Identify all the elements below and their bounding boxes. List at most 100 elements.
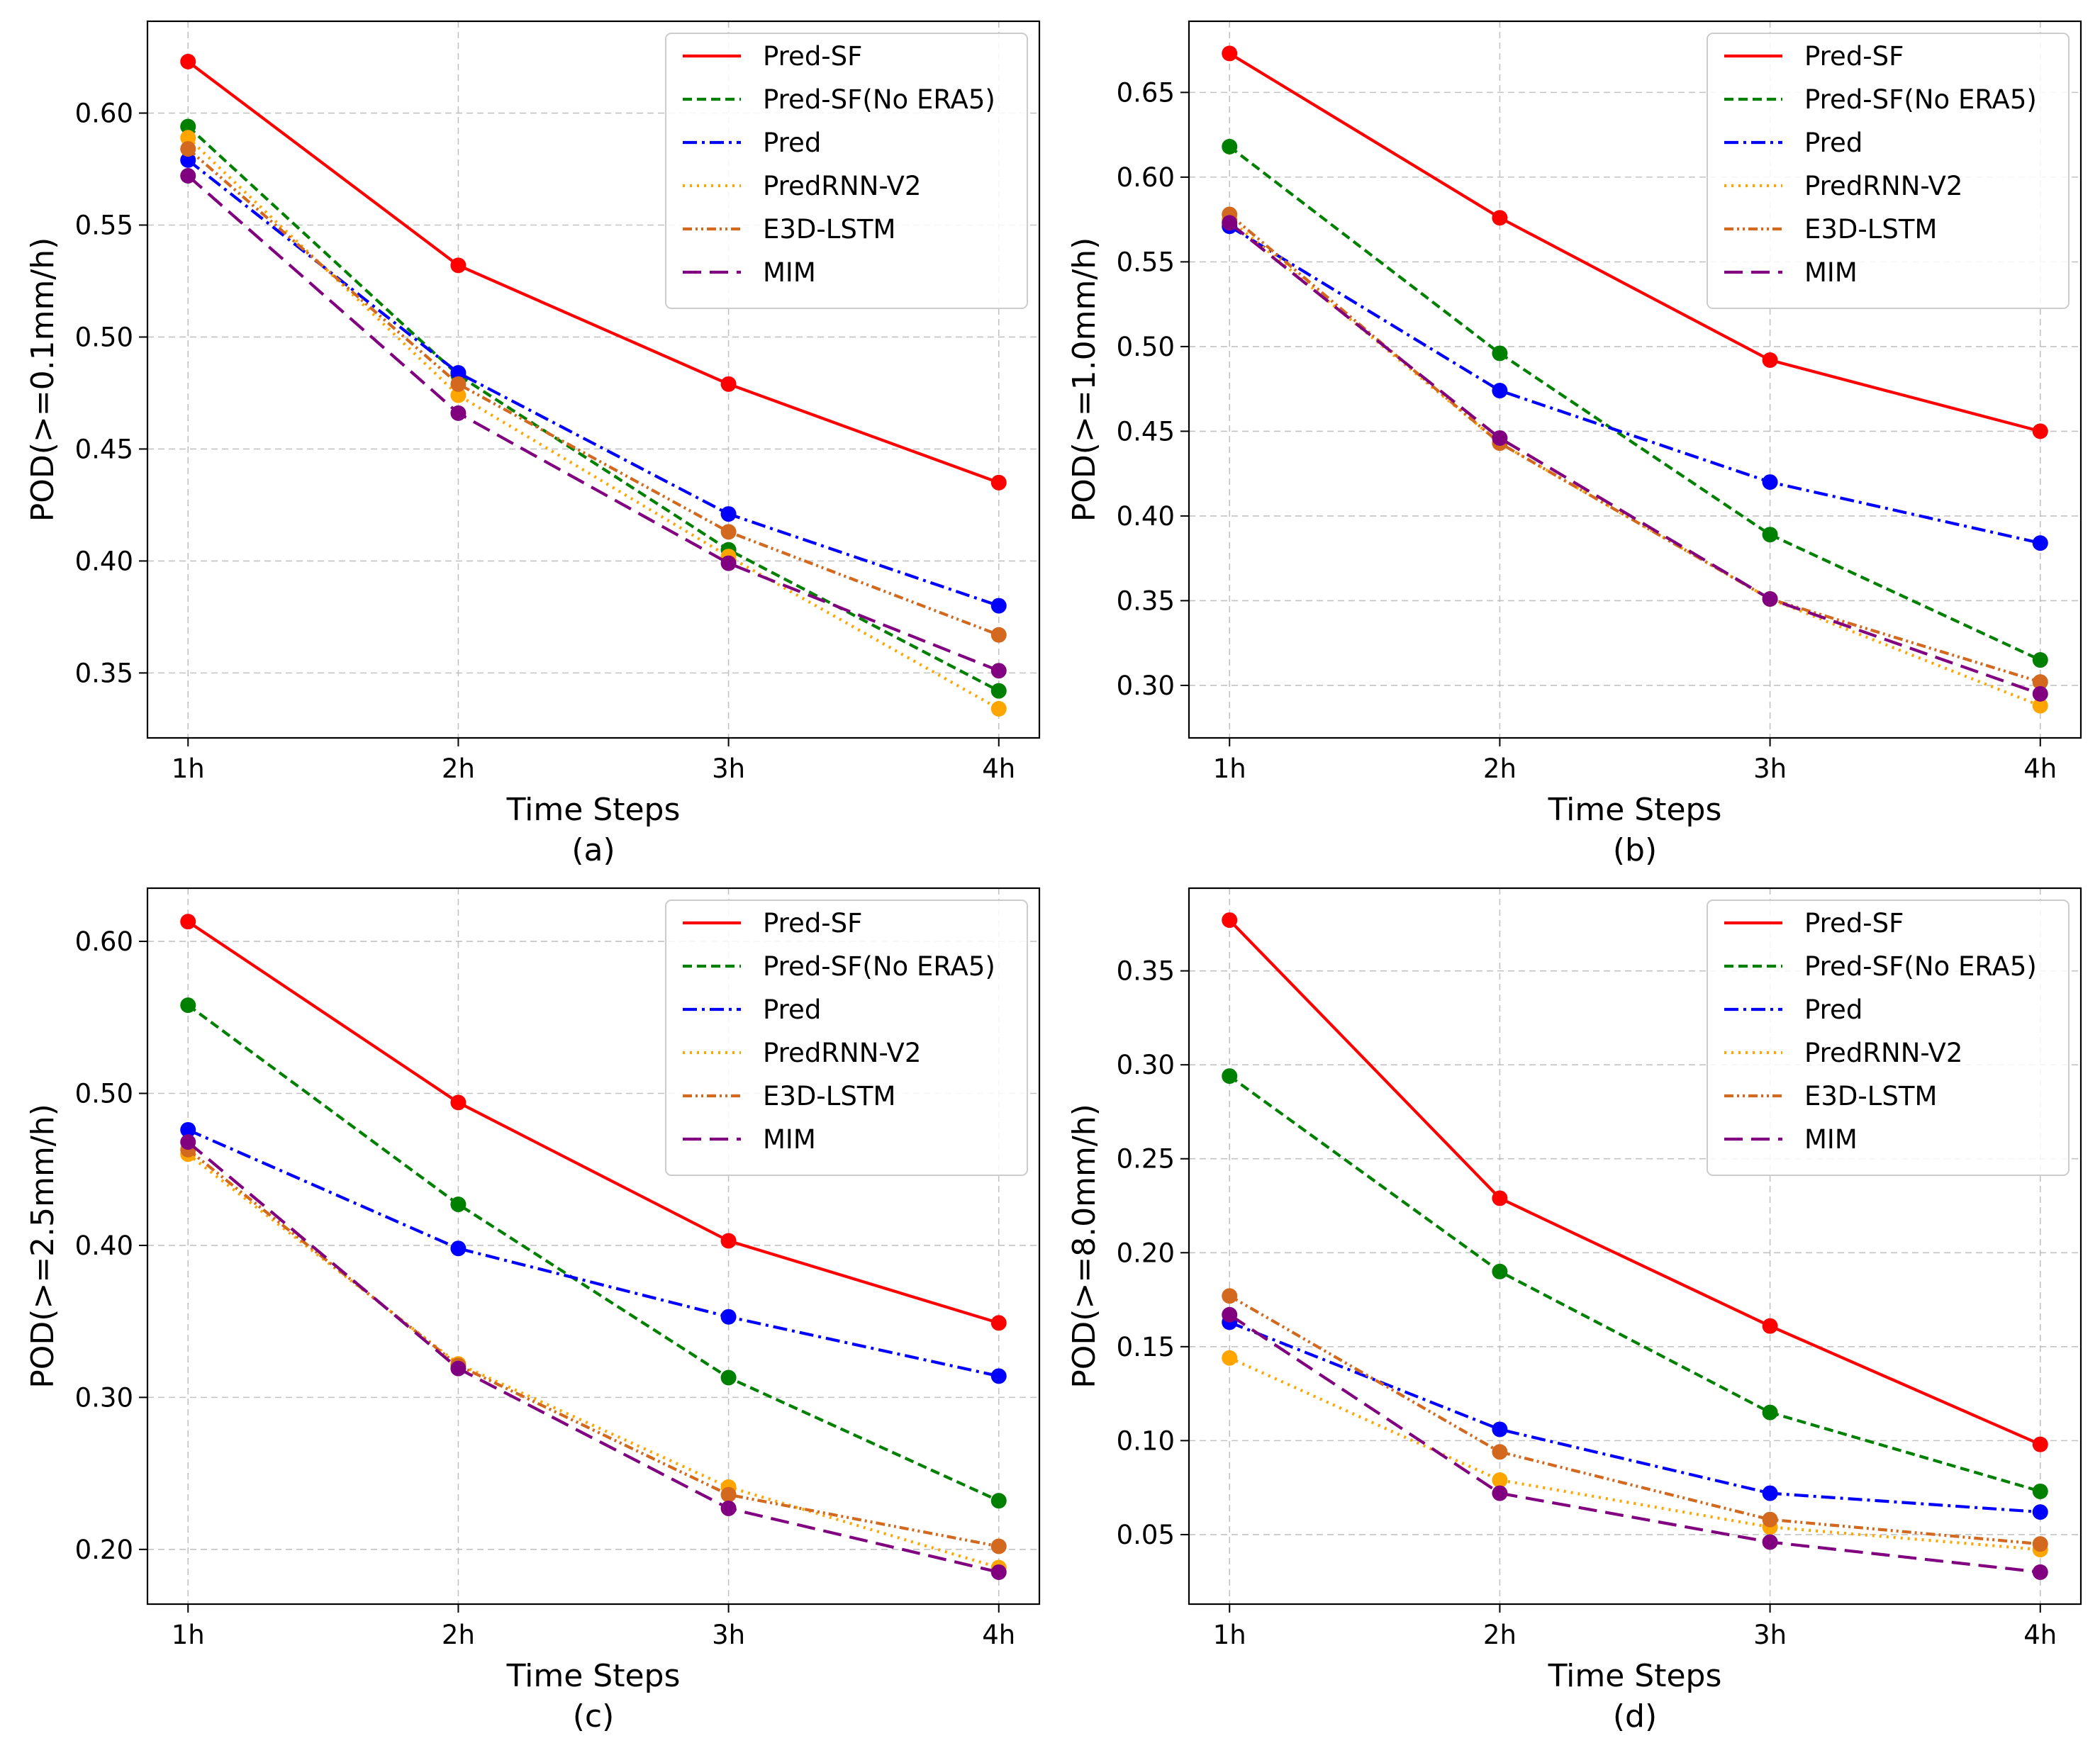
x-tick-label: 3h	[712, 753, 745, 784]
x-tick-label: 2h	[1483, 1620, 1517, 1650]
data-point	[1222, 138, 1238, 155]
axes-frame	[1188, 887, 2082, 1606]
series-e3d-lstm	[1222, 1288, 2048, 1552]
series-pred-sf	[1222, 45, 2048, 439]
x-tick-label: 2h	[1483, 753, 1517, 784]
y-tick-label: 0.50	[75, 1078, 133, 1109]
legend-label: Pred-SF(No ERA5)	[1804, 84, 2037, 115]
y-tick-label: 0.40	[75, 546, 133, 576]
data-point	[1762, 474, 1778, 491]
data-point	[2032, 674, 2048, 690]
x-tick-label: 1h	[172, 753, 205, 784]
legend-label: MIM	[763, 257, 816, 288]
data-point	[1762, 591, 1778, 607]
y-axis-title: POD(>=8.0mm/h)	[1066, 1104, 1102, 1389]
series-line	[187, 1128, 1000, 1378]
legend-box	[1707, 900, 2070, 1176]
chart-panel: 1h 2h 3h 4h 0.20 0.30 0.40 0.50 0.60 Time Steps PO…	[25, 887, 1041, 1735]
y-tick-label: 0.55	[1117, 247, 1175, 277]
legend-label: Pred-SF(No ERA5)	[763, 84, 995, 115]
axes-frame	[146, 887, 1041, 1606]
data-point	[180, 167, 196, 184]
series-line	[1229, 1294, 2040, 1546]
data-point	[180, 130, 196, 146]
y-tick-label: 0.20	[1117, 1238, 1175, 1268]
y-tick-label: 0.50	[75, 322, 133, 352]
y-tick-label: 0.50	[1117, 332, 1175, 362]
y-tick-label: 0.25	[1117, 1144, 1175, 1175]
series-pred-sf-no-era5-	[180, 997, 1007, 1509]
data-point	[180, 118, 196, 135]
x-tick-label: 2h	[442, 1620, 475, 1650]
legend-label: Pred	[763, 128, 821, 158]
legend-label: PredRNN-V2	[1804, 1038, 1962, 1068]
legend-label: E3D-LSTM	[763, 214, 895, 245]
series-line	[186, 1153, 1000, 1569]
data-point	[2032, 1536, 2048, 1552]
legend-box	[1707, 33, 2070, 309]
y-tick-label: 0.30	[1117, 1050, 1175, 1080]
data-point	[720, 1486, 737, 1503]
data-point	[990, 474, 1007, 491]
data-point	[1762, 527, 1778, 543]
data-point	[1492, 1485, 1508, 1501]
legend-label: Pred	[1804, 995, 1862, 1025]
data-point	[2032, 685, 2048, 702]
data-point	[990, 1538, 1007, 1554]
series-line	[186, 60, 1000, 484]
series-line	[187, 920, 1000, 1325]
data-point	[720, 506, 737, 522]
data-point	[180, 152, 196, 168]
data-point	[1222, 45, 1238, 62]
legend-label: Pred-SF	[1804, 41, 1904, 72]
y-tick-label: 0.10	[1117, 1425, 1175, 1456]
data-point	[1222, 1068, 1238, 1085]
data-point	[990, 700, 1007, 717]
series-line	[1228, 919, 2041, 1446]
series-mim	[180, 167, 1007, 679]
legend-label: Pred	[1804, 128, 1862, 158]
y-tick-label: 0.40	[1117, 501, 1175, 532]
data-point	[1762, 1485, 1778, 1501]
data-point	[1222, 1306, 1238, 1323]
y-tick-label: 0.55	[75, 211, 133, 241]
data-point	[990, 1493, 1007, 1509]
series-line	[1229, 1356, 2040, 1552]
data-point	[1762, 1318, 1778, 1334]
series-pred	[1222, 1314, 2048, 1520]
data-point	[1492, 383, 1508, 399]
data-point	[1492, 210, 1508, 226]
y-axis-title: POD(>=2.5mm/h)	[25, 1104, 61, 1389]
x-tick-label: 1h	[1213, 1620, 1246, 1650]
y-axis-title: POD(>=1.0mm/h)	[1066, 237, 1102, 522]
legend-label: Pred	[763, 995, 821, 1025]
x-tick-label: 1h	[1213, 753, 1246, 784]
series-line	[186, 125, 1000, 693]
series-line	[186, 1141, 1000, 1574]
data-point	[1492, 1421, 1508, 1438]
axes-frame	[146, 20, 1041, 739]
data-point	[450, 1094, 467, 1111]
legend-label: E3D-LSTM	[763, 1081, 895, 1111]
y-tick-label: 0.45	[1117, 416, 1175, 447]
y-tick-label: 0.35	[1117, 586, 1175, 616]
panel-label: (b)	[1613, 832, 1657, 868]
series-line	[186, 159, 1000, 607]
data-point	[720, 1500, 737, 1516]
y-tick-label: 0.45	[75, 434, 133, 464]
legend-box	[665, 900, 1028, 1176]
data-point	[450, 405, 467, 421]
series-line	[1229, 225, 2041, 545]
legend: Pred-SF Pred-SF(No ERA5) Pred PredRNN-V2 E3D…	[1707, 900, 2070, 1176]
data-point	[720, 376, 737, 392]
data-point	[180, 53, 196, 69]
series-line	[1228, 145, 2041, 662]
data-point	[1222, 1350, 1238, 1366]
legend-box	[665, 33, 1028, 309]
data-point	[450, 365, 467, 381]
panel-label: (d)	[1613, 1698, 1657, 1735]
legend: Pred-SF Pred-SF(No ERA5) Pred PredRNN-V2 E3D…	[1707, 33, 2070, 309]
legend-label: Pred-SF(No ERA5)	[763, 951, 995, 982]
x-axis-title: Time Steps	[506, 792, 681, 828]
